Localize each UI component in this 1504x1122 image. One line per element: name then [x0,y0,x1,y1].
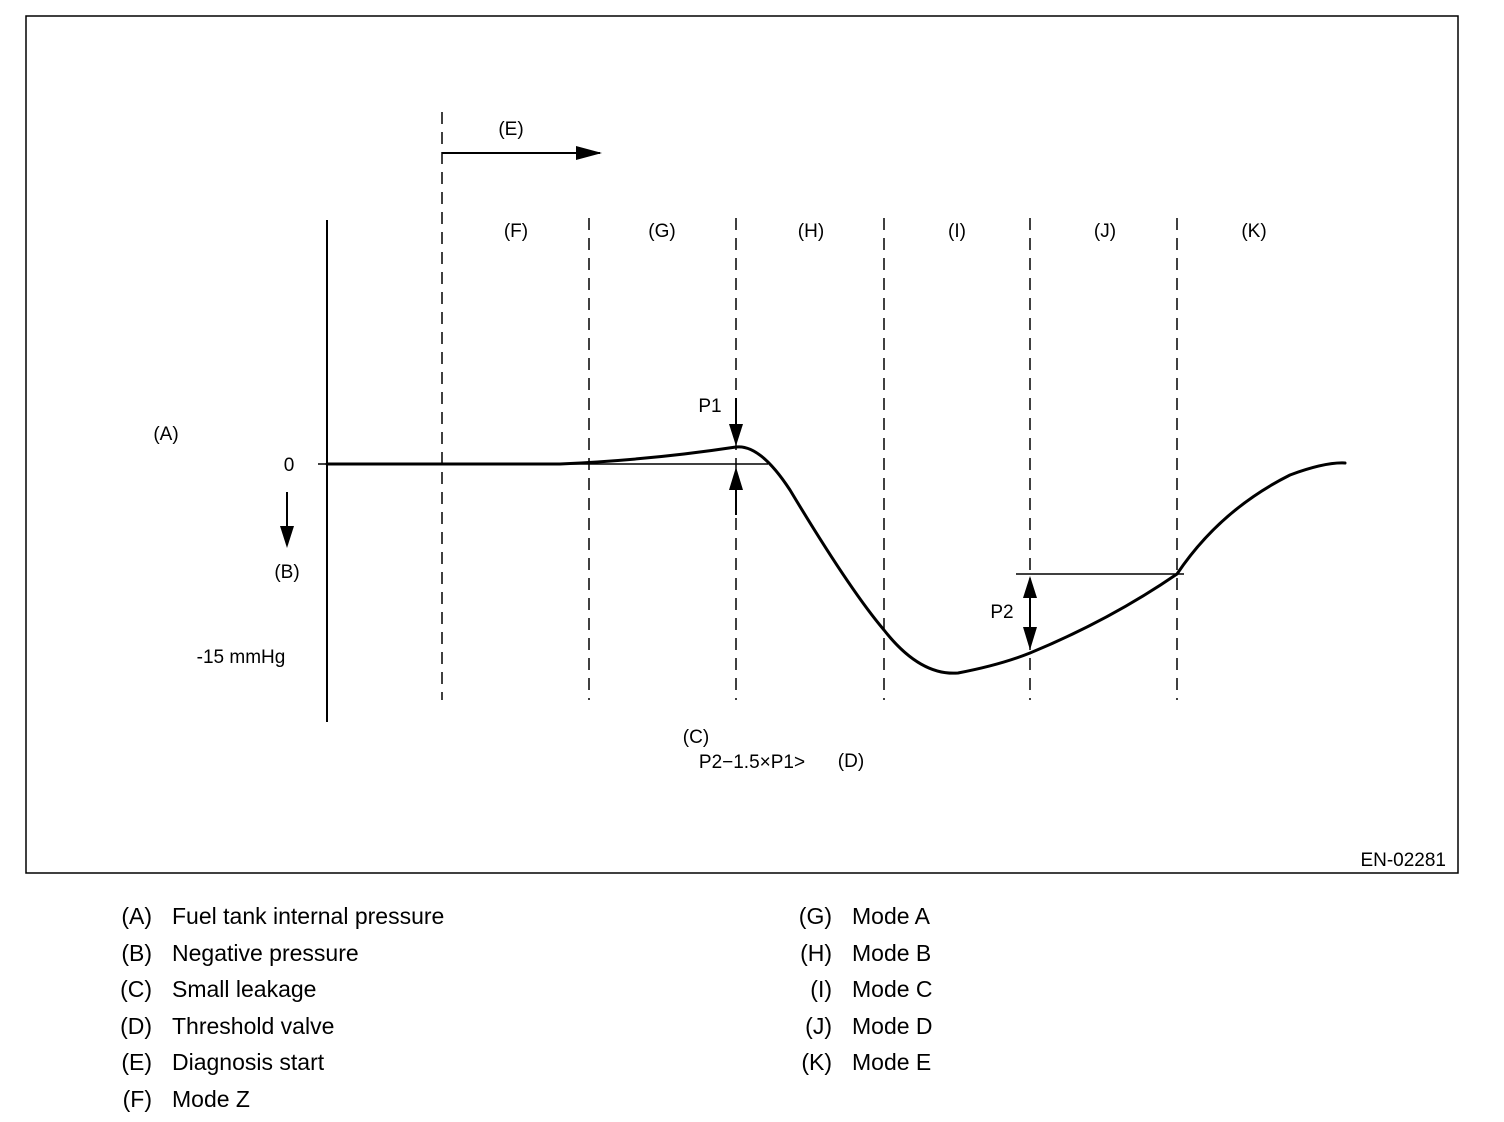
mode-label-f: (F) [504,221,528,242]
minus-15-label: -15 mmHg [197,647,286,668]
pressure-curve [325,445,1347,675]
legend-key: (F) [122,1085,152,1112]
legend-item: (F) Mode Z [100,1081,444,1118]
p2-arrowhead-down [1023,627,1037,650]
legend-text: Negative pressure [172,939,359,966]
legend-text: Mode C [852,976,933,1002]
legend-key: (K) [801,1049,832,1075]
legend-text: Mode A [852,903,930,929]
legend-text: Mode D [852,1012,933,1039]
legend-item: (C) Small leakage [100,971,444,1008]
legend-text: Mode Z [172,1085,250,1112]
legend-key: (A) [121,903,152,929]
diagnosis-start-arrowhead [576,146,602,160]
threshold-label: (D) [838,751,864,772]
legend-key: (I) [810,976,832,1002]
legend-key: (G) [798,903,832,929]
legend-text: Small leakage [172,976,317,1002]
legend-key: (D) [120,1012,152,1039]
p2-label: P2 [990,602,1013,623]
legend-item: (A) Fuel tank internal pressure [100,898,444,935]
mode-label-g: (G) [648,221,675,242]
legend-key: (B) [121,939,152,966]
legend-item: (J) Mode D [780,1008,933,1045]
zero-label: 0 [284,455,295,476]
p2-arrowhead-up [1023,576,1037,598]
small-leakage-label: (C) [683,727,709,748]
negative-pressure-label: (B) [274,562,299,583]
legend-right-column: (G) Mode A (H) Mode B (I) Mode C (J) Mode D (K) M… [780,898,933,1081]
diagnosis-start-label: (E) [498,119,523,140]
mode-boundaries [441,112,1178,700]
p1-arrowhead-up [729,467,743,490]
legend-key: (J) [805,1012,832,1039]
legend-text: Threshold valve [172,1012,335,1039]
legend-key: (E) [121,1049,152,1075]
legend-item: (G) Mode A [780,898,933,935]
pressure-diagram: (E) (F) (G) (H) (I) (J) (K) (A) 0 (B) -1… [25,15,1459,874]
legend-text: Mode E [852,1049,932,1075]
mode-label-j: (J) [1094,221,1116,242]
legend-text: Diagnosis start [172,1049,325,1075]
p1-arrowhead-down [729,424,743,446]
negative-pressure-arrowhead [280,526,294,548]
mode-label-h: (H) [798,221,824,242]
figure-frame [25,15,1459,874]
legend-key: (H) [800,939,832,966]
mode-label-k: (K) [1241,221,1266,242]
legend-item: (D) Threshold valve [100,1008,444,1045]
legend-item: (K) Mode E [780,1044,933,1081]
legend-item: (I) Mode C [780,971,933,1008]
legend-left-column: (A) Fuel tank internal pressure (B) Negativ… [100,898,444,1117]
legend-text: Fuel tank internal pressure [172,903,445,929]
legend-item: (B) Negative pressure [100,935,444,972]
legend-item: (E) Diagnosis start [100,1044,444,1081]
pressure-axis-label: (A) [153,424,178,445]
p1-label: P1 [698,396,721,417]
legend-text: Mode B [852,939,932,966]
legend-item: (H) Mode B [780,935,933,972]
legend-key: (C) [120,976,152,1002]
mode-label-i: (I) [948,221,966,242]
figure-code: EN-02281 [1360,850,1446,871]
formula-label: P2−1.5×P1> [699,752,805,773]
